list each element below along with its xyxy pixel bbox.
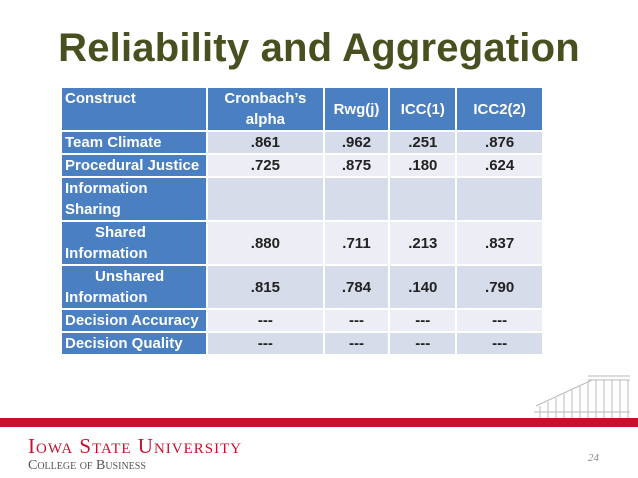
row-rwg: --- [324,310,389,331]
college-name: College of Business [28,458,146,473]
row-construct: Team Climate [62,132,207,153]
row-alpha [208,178,323,220]
row-alpha: --- [208,310,323,331]
row-icc1 [390,178,456,220]
row-rwg: .711 [324,222,389,264]
row-icc1: --- [390,333,456,354]
row-construct: Decision Quality [62,333,207,354]
table-row: Decision Quality --- --- --- --- [62,333,542,354]
row-rwg: .784 [324,266,389,308]
university-wordmark: Iowa State University [28,434,243,458]
row-icc1: --- [390,310,456,331]
table-row: Procedural Justice .725 .875 .180 .624 [62,155,542,176]
row-icc1: .180 [390,155,456,176]
reliability-table: Construct Cronbach’s alpha Rwg(j) ICC(1)… [60,86,544,356]
row-icc2: .837 [457,222,542,264]
row-alpha: .725 [208,155,323,176]
page-number: 24 [588,452,599,464]
row-icc1: .213 [390,222,456,264]
header-cronbach-alpha: Cronbach’s alpha [208,88,323,130]
building-logo-icon [534,375,630,418]
header-icc1: ICC(1) [390,88,456,130]
footer-red-rule [0,418,638,427]
header-rwg: Rwg(j) [324,88,389,130]
row-icc1: .251 [390,132,456,153]
table-row: Information Sharing [62,178,542,220]
slide-title: Reliability and Aggregation [58,26,580,70]
row-rwg: --- [324,333,389,354]
table-row: Unshared Information .815 .784 .140 .790 [62,266,542,308]
table-row: Shared Information .880 .711 .213 .837 [62,222,542,264]
row-construct: Shared Information [62,222,207,264]
row-icc2: .624 [457,155,542,176]
row-icc2: --- [457,310,542,331]
row-rwg [324,178,389,220]
row-alpha: .861 [208,132,323,153]
row-icc2: .876 [457,132,542,153]
row-icc1: .140 [390,266,456,308]
row-rwg: .962 [324,132,389,153]
row-icc2: --- [457,333,542,354]
row-alpha: .880 [208,222,323,264]
row-icc2: .790 [457,266,542,308]
table-row: Team Climate .861 .962 .251 .876 [62,132,542,153]
header-construct: Construct [62,88,207,130]
row-construct: Decision Accuracy [62,310,207,331]
header-icc2: ICC2(2) [457,88,542,130]
row-construct: Unshared Information [62,266,207,308]
row-alpha: --- [208,333,323,354]
table-header-row: Construct Cronbach’s alpha Rwg(j) ICC(1)… [62,88,542,130]
row-alpha: .815 [208,266,323,308]
row-rwg: .875 [324,155,389,176]
row-construct: Procedural Justice [62,155,207,176]
row-icc2 [457,178,542,220]
row-construct: Information Sharing [62,178,207,220]
table-row: Decision Accuracy --- --- --- --- [62,310,542,331]
